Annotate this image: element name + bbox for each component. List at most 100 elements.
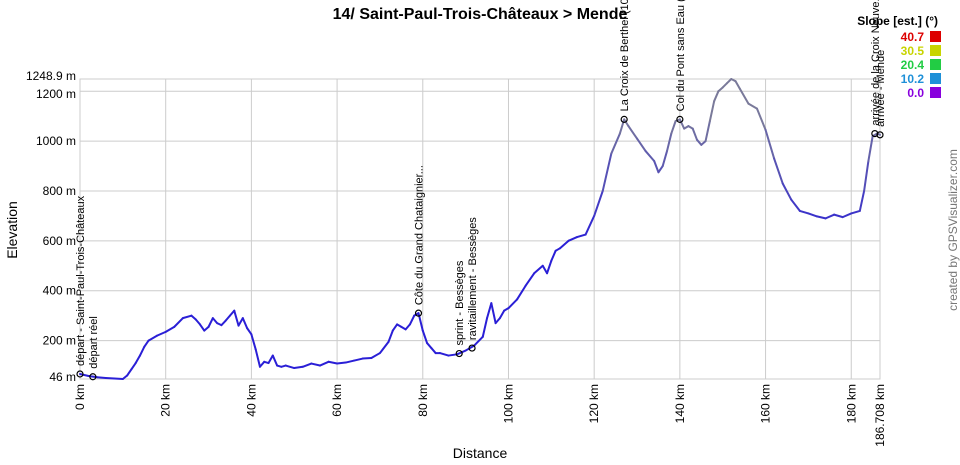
waypoint-label: ravitaillement - Bessèges bbox=[467, 217, 479, 340]
elevation-segment bbox=[817, 216, 826, 218]
elevation-segment bbox=[551, 251, 555, 261]
elevation-segment bbox=[294, 367, 303, 368]
elevation-segment bbox=[251, 334, 255, 349]
elevation-segment bbox=[371, 353, 380, 358]
elevation-segment bbox=[491, 303, 495, 323]
elevation-segment bbox=[658, 166, 662, 172]
elevation-segment bbox=[654, 161, 658, 172]
elevation-segment bbox=[748, 104, 757, 109]
elevation-segment bbox=[140, 347, 144, 356]
x-tick-label: 186.708 km bbox=[873, 384, 887, 447]
x-tick-label: 120 km bbox=[587, 384, 601, 423]
plot-area bbox=[80, 79, 880, 379]
y-tick-label: 200 m bbox=[43, 334, 76, 348]
elevation-segment bbox=[286, 366, 295, 368]
elevation-segment bbox=[517, 286, 526, 300]
elevation-segment bbox=[200, 324, 204, 330]
credit-text: created by GPSVisualizer.com bbox=[946, 149, 960, 311]
elevation-segment bbox=[547, 261, 551, 273]
legend-title: Slope [est.] (°) bbox=[857, 14, 938, 28]
elevation-segment bbox=[706, 121, 710, 141]
grid bbox=[80, 79, 880, 379]
elevation-segment bbox=[209, 318, 213, 327]
elevation-segment bbox=[183, 316, 192, 318]
elevation-segment bbox=[269, 356, 273, 363]
elevation-segment bbox=[637, 139, 646, 151]
elevation-segment bbox=[611, 134, 620, 154]
elevation-segment bbox=[500, 311, 504, 318]
elevation-segment bbox=[766, 130, 775, 159]
elevation-segment bbox=[329, 362, 338, 364]
elevation-segment bbox=[483, 318, 487, 337]
elevation-segment bbox=[239, 318, 243, 325]
elevation-segment bbox=[864, 161, 868, 191]
elevation-segment bbox=[851, 211, 860, 213]
y-tick-label: 800 m bbox=[43, 184, 76, 198]
elevation-segment bbox=[714, 91, 718, 101]
elevation-segment bbox=[440, 353, 449, 355]
elevation-segment bbox=[174, 318, 183, 327]
elevation-segment bbox=[577, 235, 586, 237]
elevation-segment bbox=[393, 324, 397, 330]
y-tick-label: 1248.9 m bbox=[26, 69, 76, 83]
x-tick-label: 140 km bbox=[673, 384, 687, 423]
x-tick-label: 20 km bbox=[159, 384, 173, 417]
elevation-segment bbox=[354, 359, 363, 361]
x-tick-label: 180 km bbox=[844, 384, 858, 423]
x-tick-label: 160 km bbox=[759, 384, 773, 423]
y-tick-label: 400 m bbox=[43, 284, 76, 298]
waypoint-label: départ - Saint-Paul-Trois-Châteaux bbox=[75, 195, 87, 366]
x-tick-label: 0 km bbox=[73, 384, 87, 410]
elevation-segment bbox=[508, 299, 517, 308]
legend-swatch bbox=[930, 59, 941, 70]
waypoint-label: arrivée - Mende bbox=[875, 50, 887, 127]
elevation-segment bbox=[663, 151, 667, 166]
elevation-segment bbox=[423, 331, 427, 343]
elevation-segment bbox=[136, 356, 140, 363]
elevation-segment bbox=[757, 109, 766, 130]
waypoint-label: Côte du Grand Chataignier... bbox=[413, 165, 425, 305]
elevation-segment bbox=[487, 303, 491, 318]
waypoint-label: Col du Pont sans Eau (1087 m) bbox=[675, 0, 687, 111]
elevation-segment bbox=[256, 349, 260, 366]
elevation-segment bbox=[667, 134, 671, 151]
elevation-segment bbox=[234, 311, 238, 326]
elevation-segment bbox=[693, 129, 697, 140]
elevation-segment bbox=[337, 363, 346, 364]
plot-frame bbox=[80, 79, 880, 379]
legend-value: 30.5 bbox=[901, 44, 925, 58]
elevation-segment bbox=[710, 101, 714, 121]
elevation-segment bbox=[311, 364, 320, 366]
elevation-segment bbox=[560, 241, 569, 248]
elevation-segment bbox=[834, 215, 843, 217]
elevation-segment bbox=[783, 183, 792, 199]
elevation-segment bbox=[586, 216, 595, 235]
elevation-segment bbox=[97, 377, 106, 378]
legend-value: 40.7 bbox=[901, 30, 925, 44]
y-axis-title: Elevation bbox=[4, 201, 20, 259]
elevation-segment bbox=[149, 336, 158, 341]
elevation-segment bbox=[243, 318, 247, 328]
elevation-segment bbox=[526, 273, 535, 285]
elevation-segment bbox=[594, 191, 603, 216]
y-tick-label: 1000 m bbox=[36, 134, 76, 148]
elevation-segment bbox=[166, 327, 175, 332]
elevation-segment bbox=[628, 126, 637, 138]
elevation-segment bbox=[320, 362, 329, 366]
waypoint-label: sprint - Bessèges bbox=[454, 260, 466, 345]
x-tick-label: 40 km bbox=[244, 384, 258, 417]
elevation-segment bbox=[534, 266, 543, 273]
elevation-segment bbox=[671, 121, 675, 133]
y-tick-label: 1200 m bbox=[36, 87, 76, 101]
legend-swatch bbox=[930, 31, 941, 42]
legend-swatch bbox=[930, 87, 941, 98]
waypoint-label: La Croix de Berthel (1088 m) bbox=[619, 0, 631, 111]
elevation-segment bbox=[800, 211, 809, 213]
elevation-segment bbox=[808, 213, 817, 216]
chart-title: 14/ Saint-Paul-Trois-Châteaux > Mende bbox=[333, 6, 628, 23]
y-tick-label: 600 m bbox=[43, 234, 76, 248]
